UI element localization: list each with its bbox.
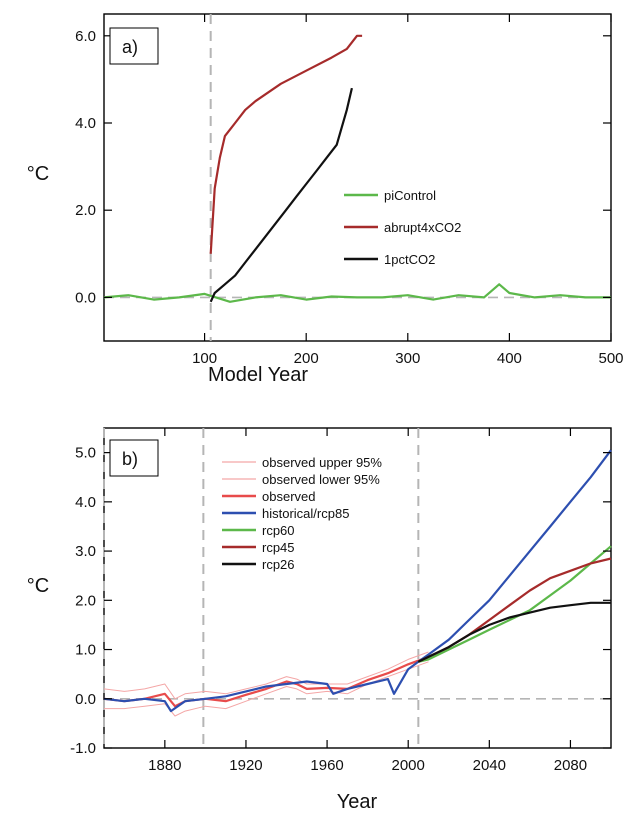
a-ytick-label-0: 0.0 [75, 289, 96, 306]
panel-b-ylabel: °C [27, 575, 49, 597]
b-ytick-label-2: 1.0 [75, 642, 96, 659]
a-ytick-label-3: 6.0 [75, 28, 96, 45]
b-xtick-label-0: 1880 [148, 757, 181, 774]
a-xtick-label-4: 500 [598, 350, 623, 367]
a-legend-label-0: piControl [384, 188, 436, 203]
panel-a-label: a) [122, 37, 138, 57]
b-ytick-label-0: -1.0 [70, 740, 96, 757]
a-series-2 [209, 87, 353, 303]
panel-a-ylabel: °C [27, 163, 49, 185]
b-legend-label-3: historical/rcp85 [262, 506, 349, 521]
b-series-6 [417, 601, 611, 663]
panel-b-label-box [109, 439, 159, 477]
a-legend-label-2: 1pctCO2 [384, 252, 435, 267]
b-ytick-label-3: 2.0 [75, 592, 96, 609]
panel-a: 100 200 300 400 500 0.0 2.0 4.0 6.0 piControl abr… [27, 13, 624, 386]
a-xtick-label-3: 400 [497, 350, 522, 367]
panel-b-xlabel: Year [337, 791, 378, 813]
b-ytick-label-4: 3.0 [75, 543, 96, 560]
b-legend-label-4: rcp60 [262, 523, 295, 538]
b-series-4 [418, 545, 612, 663]
b-legend-label-0: observed upper 95% [262, 455, 382, 470]
panel-a-legend: piControl abrupt4xCO2 1pctCO2 [344, 188, 461, 267]
b-series-2 [103, 655, 429, 708]
b-ytick-label-1: 0.0 [75, 691, 96, 708]
b-legend-label-2: observed [262, 489, 315, 504]
b-xtick-label-4: 2040 [473, 757, 506, 774]
panel-b-legend: observed upper 95% observed lower 95% obse… [222, 455, 382, 572]
b-legend-label-6: rcp26 [262, 557, 295, 572]
b-series-0 [103, 651, 429, 700]
b-xtick-label-3: 2000 [392, 757, 425, 774]
panel-b-label: b) [122, 449, 138, 469]
panel-a-frame [103, 13, 612, 342]
a-legend-label-1: abrupt4xCO2 [384, 220, 461, 235]
b-ytick-label-5: 4.0 [75, 494, 96, 511]
b-xtick-label-1: 1920 [229, 757, 262, 774]
b-legend-label-1: observed lower 95% [262, 472, 380, 487]
b-legend-label-5: rcp45 [262, 540, 295, 555]
b-xtick-label-2: 1960 [310, 757, 343, 774]
b-ytick-label-6: 5.0 [75, 445, 96, 462]
a-ytick-label-1: 2.0 [75, 202, 96, 219]
panel-b-frame [103, 427, 612, 749]
a-xtick-label-1: 200 [294, 350, 319, 367]
a-xtick-label-0: 100 [192, 350, 217, 367]
a-xtick-label-2: 300 [395, 350, 420, 367]
b-xtick-label-5: 2080 [554, 757, 587, 774]
b-series-3 [103, 449, 612, 713]
a-series-0 [103, 283, 611, 303]
panel-a-label-box [109, 27, 159, 65]
panel-a-xlabel: Model Year [208, 364, 308, 386]
a-series-1 [209, 34, 363, 254]
a-ytick-label-2: 4.0 [75, 115, 96, 132]
panel-b: 1880 1920 1960 2000 2040 2080 -1.0 0.0 1.0 2.0 3.0… [27, 427, 612, 813]
